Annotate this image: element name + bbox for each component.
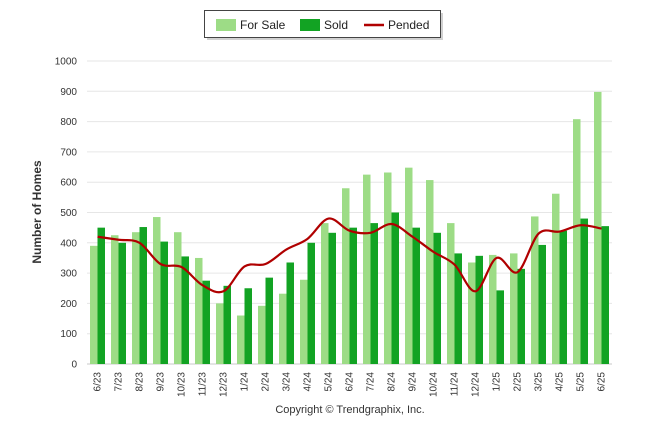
bar-sold — [245, 288, 253, 364]
legend-item-for-sale-swatch — [216, 19, 236, 31]
bar-for-sale — [447, 223, 455, 364]
legend-item-pended-label: Pended — [388, 18, 429, 32]
bar-for-sale — [573, 119, 581, 364]
y-tick-label: 600 — [60, 178, 77, 189]
bar-sold — [98, 228, 106, 364]
x-tick-labels: 6/23 7/23 8/23 9/23 10/23 11/23 12/23 1/24 2/24 3… — [93, 372, 608, 397]
y-tick-label: 500 — [60, 208, 77, 219]
bar-sold — [266, 278, 274, 364]
bar-sold — [350, 228, 358, 364]
bar-for-sale — [132, 232, 140, 364]
x-tick-label: 6/23 — [93, 372, 104, 392]
y-tick-labels: 0 100 200 300 400 500 600 700 800 900 1000 — [55, 57, 78, 371]
bar-for-sale — [258, 306, 266, 364]
bar-sold — [518, 269, 526, 364]
bar-sold — [602, 226, 610, 364]
y-tick-label: 200 — [60, 299, 77, 310]
x-tick-label: 2/25 — [513, 372, 524, 392]
x-tick-label: 10/23 — [177, 372, 188, 397]
y-axis-label: Number of Homes — [30, 160, 44, 264]
bar-for-sale — [405, 168, 413, 364]
bar-sold — [371, 223, 379, 364]
bar-sold — [329, 233, 337, 364]
x-tick-label: 12/24 — [471, 372, 482, 397]
x-tick-label: 1/24 — [240, 372, 251, 392]
x-tick-label: 4/24 — [303, 372, 314, 392]
bar-sold — [308, 243, 316, 364]
legend: For Sale Sold Pended — [205, 11, 444, 41]
x-tick-label: 5/25 — [576, 372, 587, 392]
y-tick-label: 900 — [60, 87, 77, 98]
legend-item-for-sale-label: For Sale — [240, 18, 286, 32]
x-tick-label: 7/23 — [114, 372, 125, 392]
y-tick-label: 700 — [60, 147, 77, 158]
bar-sold — [581, 219, 589, 364]
bar-for-sale — [153, 217, 161, 364]
x-tick-label: 8/24 — [387, 372, 398, 392]
x-tick-label: 6/24 — [345, 372, 356, 392]
legend-item-sold-label: Sold — [324, 18, 348, 32]
x-tick-label: 11/23 — [198, 372, 209, 397]
x-tick-label: 7/24 — [366, 372, 377, 392]
x-tick-label: 5/24 — [324, 372, 335, 392]
y-tick-label: 1000 — [55, 57, 78, 68]
bar-for-sale — [384, 173, 392, 364]
x-tick-label: 6/25 — [597, 372, 608, 392]
bar-for-sale — [111, 235, 119, 364]
bar-sold — [224, 286, 232, 364]
y-tick-label: 800 — [60, 117, 77, 128]
x-tick-label: 3/25 — [534, 372, 545, 392]
bar-sold — [413, 228, 421, 364]
bar-for-sale — [552, 194, 560, 364]
bar-for-sale — [468, 262, 476, 364]
bar-for-sale — [216, 303, 224, 364]
bar-sold — [476, 256, 484, 364]
bar-for-sale — [300, 280, 308, 364]
bar-sold — [161, 242, 169, 364]
x-tick-label: 3/24 — [282, 372, 293, 392]
x-tick-label: 4/25 — [555, 372, 566, 392]
bar-series — [90, 92, 609, 364]
x-tick-label: 9/23 — [156, 372, 167, 392]
bar-for-sale — [174, 232, 182, 364]
bar-for-sale — [321, 223, 329, 364]
bar-sold — [560, 231, 568, 364]
bar-for-sale — [237, 316, 245, 364]
copyright-text: Copyright © Trendgraphix, Inc. — [275, 404, 424, 416]
x-tick-label: 1/25 — [492, 372, 503, 392]
bar-sold — [119, 243, 127, 364]
bar-for-sale — [363, 175, 371, 364]
x-tick-label: 2/24 — [261, 372, 272, 392]
y-tick-label: 100 — [60, 329, 77, 340]
y-tick-label: 0 — [71, 360, 77, 371]
bar-for-sale — [342, 188, 350, 364]
legend-item-sold-swatch — [300, 19, 320, 31]
x-tick-label: 10/24 — [429, 372, 440, 397]
bar-for-sale — [195, 258, 203, 364]
x-tick-label: 12/23 — [219, 372, 230, 397]
bar-sold — [392, 213, 400, 365]
bar-for-sale — [489, 255, 497, 364]
bar-sold — [539, 245, 547, 364]
bar-sold — [203, 281, 211, 364]
bar-for-sale — [426, 180, 434, 364]
bar-for-sale — [90, 246, 98, 364]
x-tick-label: 11/24 — [450, 372, 461, 397]
y-tick-label: 400 — [60, 238, 77, 249]
bar-sold — [287, 262, 295, 364]
x-tick-label: 9/24 — [408, 372, 419, 392]
x-tick-label: 8/23 — [135, 372, 146, 392]
bar-for-sale — [279, 294, 287, 364]
y-tick-label: 300 — [60, 269, 77, 280]
bar-sold — [497, 290, 505, 364]
